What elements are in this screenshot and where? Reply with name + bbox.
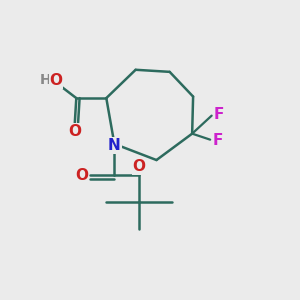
- Text: O: O: [50, 73, 63, 88]
- Text: F: F: [214, 107, 224, 122]
- Text: O: O: [75, 168, 88, 183]
- Text: O: O: [68, 124, 81, 139]
- Text: N: N: [108, 138, 121, 153]
- Text: O: O: [133, 160, 146, 175]
- Text: F: F: [212, 133, 223, 148]
- Text: H: H: [39, 74, 51, 87]
